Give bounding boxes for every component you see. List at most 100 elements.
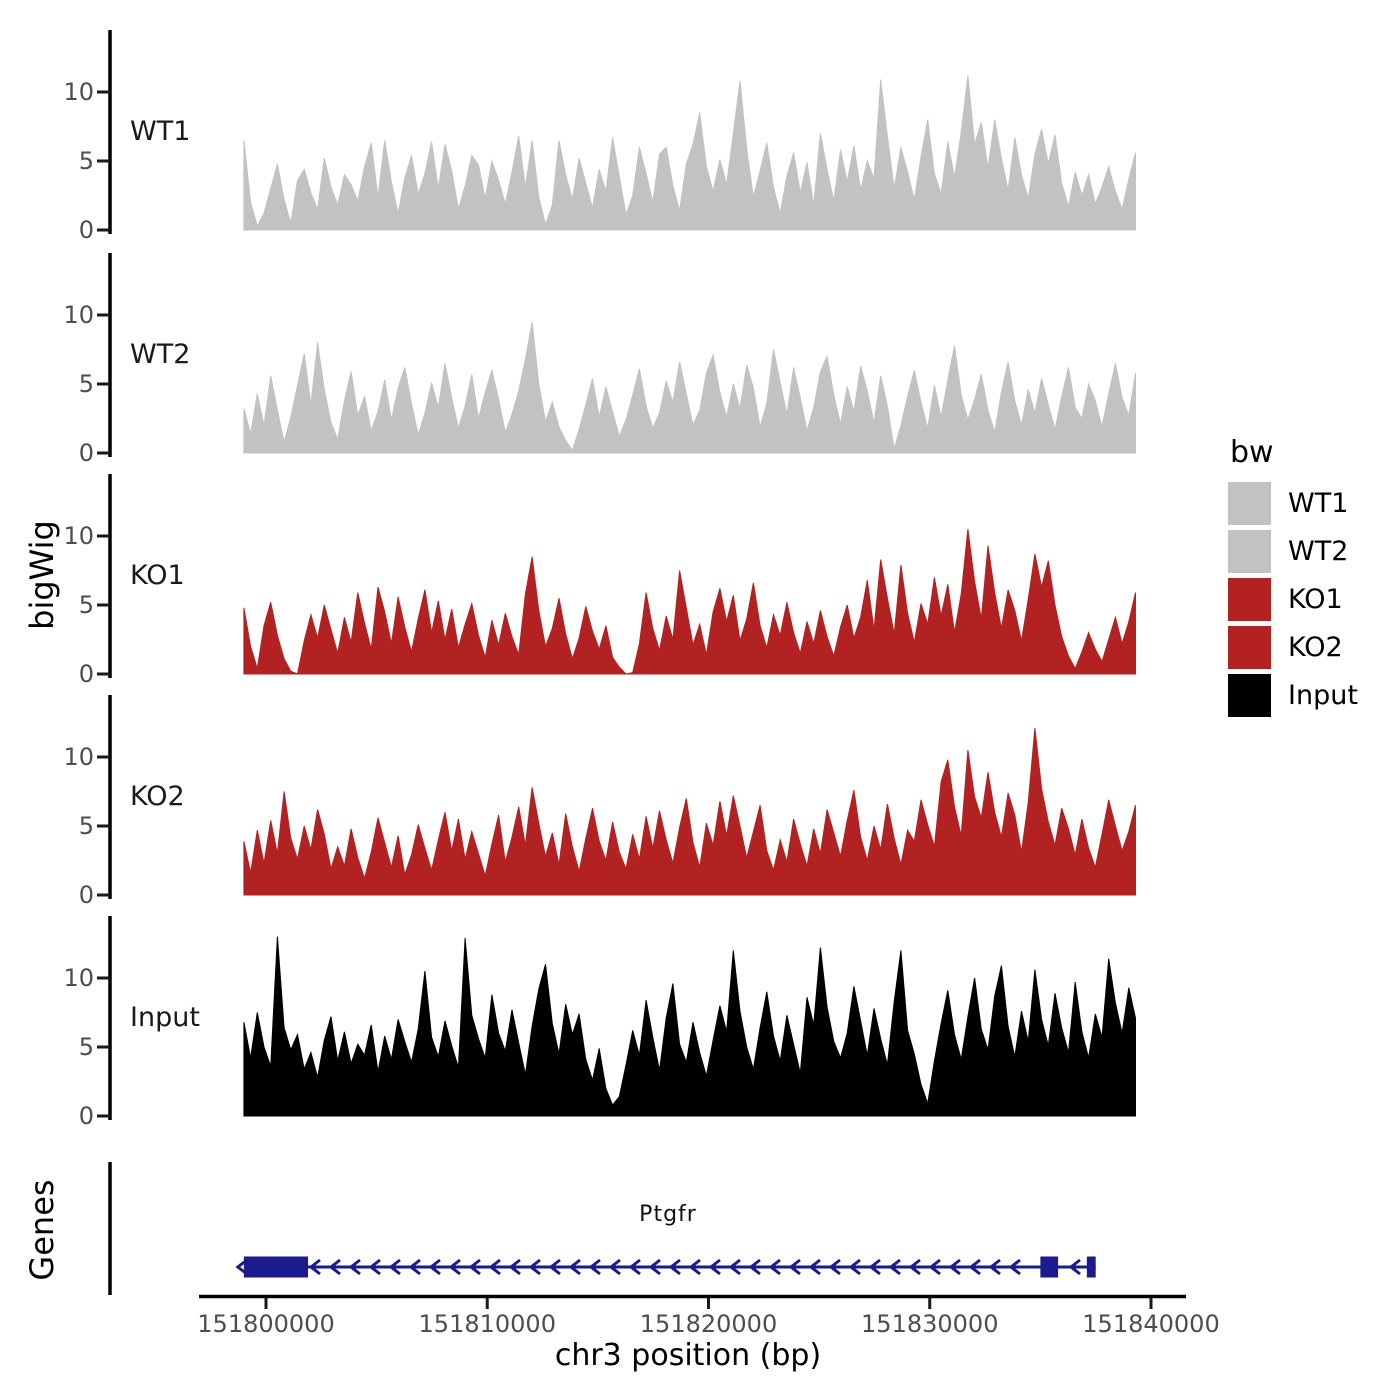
- legend-entry-Input: Input: [1228, 674, 1358, 717]
- strand-arrow-icon: [328, 1258, 341, 1276]
- y-tick-label: 0: [78, 1102, 94, 1130]
- y-tick-label: 5: [78, 147, 94, 175]
- gene-name-label: Ptgfr: [639, 1202, 697, 1227]
- strand-arrow-icon: [868, 1258, 881, 1276]
- strand-arrow-icon: [308, 1258, 321, 1276]
- strand-arrow-icon: [388, 1258, 401, 1276]
- legend-entries: WT1 WT2 KO1 KO2 Input: [1228, 482, 1358, 717]
- strand-arrow-icon: [1008, 1258, 1021, 1276]
- y-tick-label: 10: [63, 964, 94, 992]
- strand-arrow-icon: [988, 1258, 1001, 1276]
- strand-arrow-icon: [948, 1258, 961, 1276]
- strand-arrow-icon: [528, 1258, 541, 1276]
- track-panel-WT1: [97, 30, 1136, 234]
- strand-arrow-icon: [628, 1258, 641, 1276]
- strand-arrow-icon: [548, 1258, 561, 1276]
- track-label-KO1: KO1: [130, 560, 185, 591]
- legend-title: bw: [1230, 435, 1274, 470]
- track-label-WT2: WT2: [130, 339, 191, 370]
- coverage-area-WT2: [243, 321, 1136, 454]
- legend: bw WT1 WT2 KO1 KO2 Input: [1228, 435, 1358, 722]
- legend-entry-KO1: KO1: [1228, 578, 1358, 621]
- strand-arrow-icon: [648, 1258, 661, 1276]
- legend-swatch-icon: [1228, 674, 1271, 717]
- strand-arrow-icon: [768, 1258, 781, 1276]
- genes-panel: [108, 1162, 1096, 1295]
- legend-swatch-icon: [1228, 626, 1271, 669]
- y-tick-label: 0: [78, 216, 94, 244]
- track-panel-Input: [97, 916, 1136, 1120]
- y-tick-label: 5: [78, 591, 94, 619]
- strand-arrow-icon: [368, 1258, 381, 1276]
- strand-arrow-icon: [508, 1258, 521, 1276]
- coverage-area-KO1: [243, 529, 1136, 675]
- strand-arrow-icon: [808, 1258, 821, 1276]
- strand-arrow-icon: [408, 1258, 421, 1276]
- strand-arrow-icon: [828, 1258, 841, 1276]
- legend-entry-WT1: WT1: [1228, 482, 1358, 525]
- legend-entry-label: Input: [1288, 680, 1358, 711]
- legend-entry-label: KO2: [1288, 632, 1343, 663]
- gene-exon-box: [1086, 1256, 1096, 1278]
- coverage-area-KO2: [243, 727, 1136, 896]
- strand-arrow-icon: [608, 1258, 621, 1276]
- strand-arrow-icon: [708, 1258, 721, 1276]
- x-tick-label: 151830000: [861, 1310, 999, 1338]
- y-tick-label: 10: [63, 743, 94, 771]
- strand-arrow-icon: [748, 1258, 761, 1276]
- y-tick-label: 5: [78, 370, 94, 398]
- strand-arrow-icon: [728, 1258, 741, 1276]
- strand-arrow-icon: [688, 1258, 701, 1276]
- track-label-KO2: KO2: [130, 781, 185, 812]
- legend-swatch-icon: [1228, 530, 1271, 573]
- strand-arrow-icon: [588, 1258, 601, 1276]
- coverage-area-Input: [243, 936, 1136, 1117]
- track-panel-KO1: [97, 474, 1136, 678]
- y-tick-label: 5: [78, 812, 94, 840]
- x-tick-label: 151800000: [197, 1310, 335, 1338]
- y-tick-label: 0: [78, 881, 94, 909]
- strand-arrow-icon: [488, 1258, 501, 1276]
- strand-arrow-icon: [788, 1258, 801, 1276]
- strand-arrow-icon: [888, 1258, 901, 1276]
- legend-entry-label: WT2: [1288, 536, 1349, 567]
- strand-arrow-icon: [1068, 1258, 1081, 1276]
- strand-arrow-icon: [468, 1258, 481, 1276]
- legend-swatch-icon: [1228, 482, 1271, 525]
- y-tick-label: 0: [78, 439, 94, 467]
- legend-entry-label: WT1: [1288, 488, 1349, 519]
- strand-arrow-icon: [928, 1258, 941, 1276]
- track-label-WT1: WT1: [130, 116, 191, 147]
- y-tick-label: 10: [63, 78, 94, 106]
- strand-arrow-icon: [428, 1258, 441, 1276]
- strand-arrow-icon: [668, 1258, 681, 1276]
- strand-arrow-icon: [908, 1258, 921, 1276]
- y-tick-label: 0: [78, 660, 94, 688]
- strand-arrow-icon: [348, 1258, 361, 1276]
- y-tick-label: 10: [63, 301, 94, 329]
- track-label-Input: Input: [130, 1002, 200, 1033]
- y-axis-title-genes: Genes: [23, 1179, 61, 1281]
- y-tick-label: 5: [78, 1033, 94, 1061]
- strand-arrow-icon: [968, 1258, 981, 1276]
- strand-arrow-icon: [568, 1258, 581, 1276]
- y-tick-label: 10: [63, 522, 94, 550]
- strand-arrow-icon: [848, 1258, 861, 1276]
- x-tick-label: 151840000: [1082, 1310, 1220, 1338]
- x-axis-title: chr3 position (bp): [554, 1338, 822, 1373]
- gene-exon-box: [1040, 1256, 1059, 1278]
- legend-swatch-icon: [1228, 578, 1271, 621]
- gene-exon-box: [243, 1256, 309, 1278]
- x-tick-label: 151810000: [418, 1310, 556, 1338]
- x-axis: [199, 1294, 1186, 1309]
- legend-entry-label: KO1: [1288, 584, 1343, 615]
- legend-entry-WT2: WT2: [1228, 530, 1358, 573]
- track-panel-WT2: [97, 253, 1136, 457]
- legend-entry-KO2: KO2: [1228, 626, 1358, 669]
- x-tick-label: 151820000: [639, 1310, 778, 1338]
- strand-arrow-icon: [448, 1258, 461, 1276]
- coverage-area-WT1: [243, 75, 1136, 231]
- track-panel-KO2: [97, 695, 1136, 899]
